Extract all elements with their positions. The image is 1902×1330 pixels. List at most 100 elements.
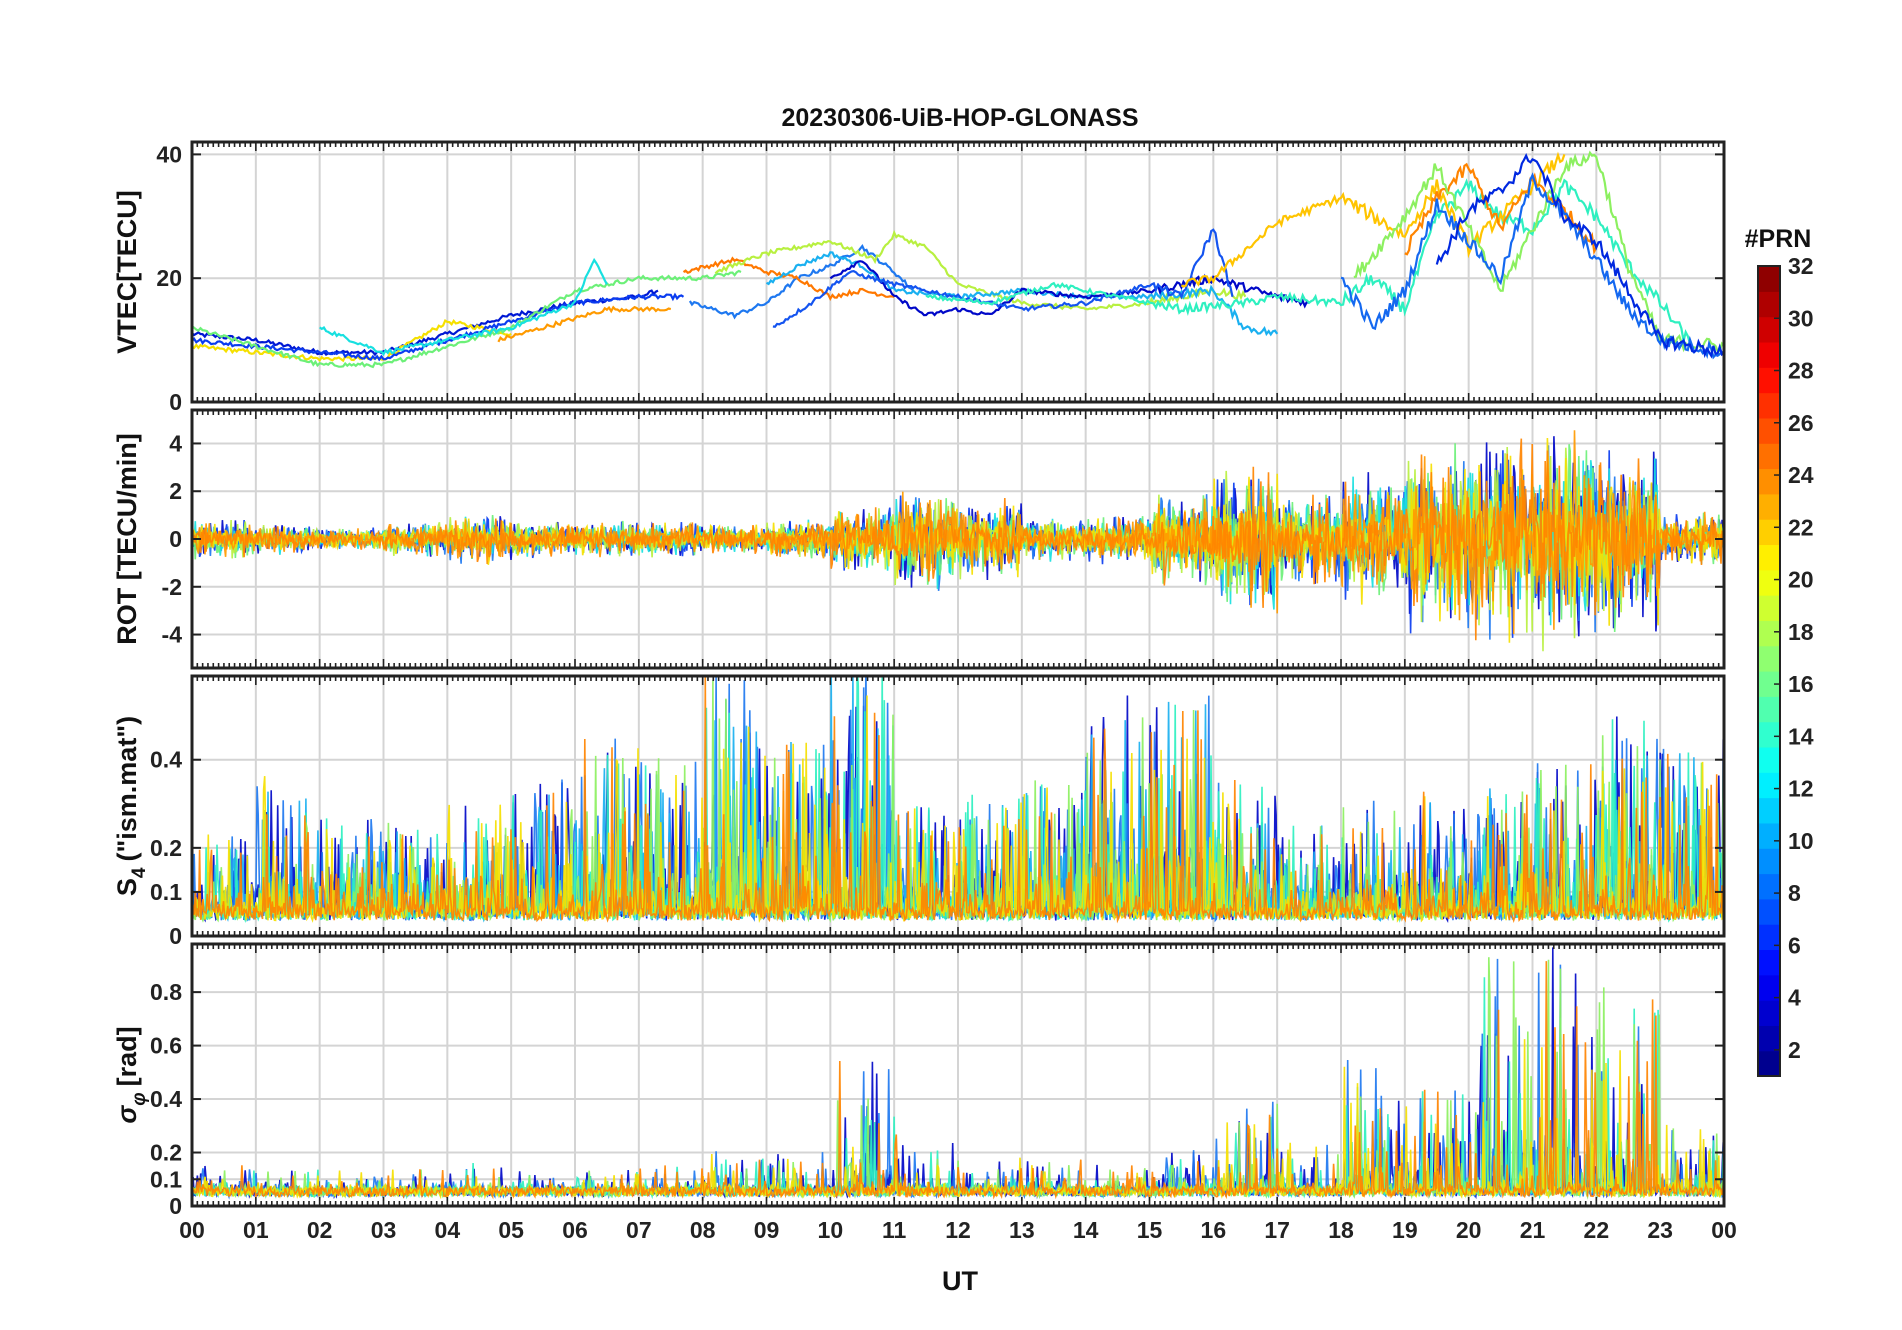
sigma-y-tick-label: 0.2 [150, 1140, 182, 1166]
vtec-line-prn-16 [192, 269, 742, 369]
rot-y-tick-label: -2 [162, 574, 182, 600]
sigma-y-tick-label: 0.1 [150, 1166, 182, 1192]
colorbar-tick-label: 18 [1788, 619, 1814, 645]
s4-line-prn-21 [192, 695, 1724, 924]
colorbar-tick-label: 30 [1788, 305, 1814, 331]
colorbar-band [1758, 1000, 1780, 1026]
vtec-line-prn-7 [772, 228, 1234, 328]
x-tick-label: 11 [882, 1217, 907, 1243]
colorbar-band [1758, 949, 1780, 976]
rot-series-group [192, 430, 1724, 652]
colorbar-band [1758, 266, 1780, 292]
vtec-y-axis-label: VTEC[TECU] [112, 190, 142, 354]
colorbar-band [1758, 544, 1780, 571]
sigma-y-axis-label: σφ[rad] [112, 1026, 150, 1123]
vtec-line-prn-18 [714, 229, 1247, 311]
vtec-line-prn-22 [1180, 151, 1566, 288]
sigma-line-prn-24 [192, 961, 1724, 1200]
colorbar-band [1758, 848, 1780, 875]
x-tick-label: 21 [1520, 1217, 1546, 1243]
x-tick-label: 06 [562, 1217, 588, 1243]
colorbar-band [1758, 519, 1780, 546]
vtec-y-tick-label: 0 [169, 389, 182, 415]
x-tick-label: 18 [1328, 1217, 1354, 1243]
x-tick-label: 13 [1009, 1217, 1035, 1243]
colorbar-tick-label: 10 [1788, 828, 1814, 854]
x-tick-label: 01 [243, 1217, 269, 1243]
vtec-line-prn-25 [682, 256, 895, 302]
colorbar-band [1758, 1025, 1780, 1052]
colorbar-tick-label: 8 [1788, 880, 1801, 906]
vtec-line-prn-4 [1435, 153, 1724, 359]
colorbar-band [1758, 417, 1780, 444]
x-tick-label: 14 [1073, 1217, 1099, 1243]
s4-y-tick-label: 0.1 [150, 879, 182, 905]
colorbar-tick-label: 22 [1788, 514, 1814, 540]
x-tick-label: 17 [1264, 1217, 1290, 1243]
sigma-y-tick-label: 0.6 [150, 1033, 182, 1059]
colorbar-band [1758, 721, 1780, 748]
vtec-line-prn-24 [1404, 162, 1598, 256]
x-tick-label: 10 [818, 1217, 844, 1243]
colorbar-tick-label: 24 [1788, 462, 1814, 488]
s4-y-tick-label: 0 [169, 923, 182, 949]
x-axis-label: UT [942, 1266, 978, 1296]
vtec-line-prn-8 [1340, 172, 1724, 360]
sigma-series-group [192, 947, 1724, 1200]
colorbar-band [1758, 569, 1780, 596]
sigma-y-tick-label: 0 [169, 1193, 182, 1219]
colorbar-band [1758, 696, 1780, 723]
colorbar-tick-label: 26 [1788, 410, 1814, 436]
colorbar-tick-label: 2 [1788, 1037, 1801, 1063]
rot-y-tick-label: 4 [169, 430, 182, 456]
x-tick-label: 20 [1456, 1217, 1482, 1243]
colorbar-band [1758, 468, 1780, 495]
sigma-y-tick-label: 0.4 [150, 1086, 182, 1112]
s4-y-tick-label: 0.4 [150, 747, 182, 773]
panel-s4: 0 0.1 0.2 0.4S4("ism.mat") [112, 674, 1726, 949]
colorbar-band [1758, 873, 1780, 900]
vtec-y-tick-label: 40 [156, 141, 182, 167]
colorbar-band [1758, 392, 1780, 419]
x-tick-label: 00 [1711, 1217, 1737, 1243]
rot-line-prn-24 [192, 438, 1724, 641]
panel-rot: -4 -2 0 2 4 ROT [TECU/min] [112, 408, 1726, 670]
rot-y-tick-label: 2 [169, 478, 182, 504]
x-tick-label: 12 [945, 1217, 971, 1243]
x-tick-label: 09 [754, 1217, 780, 1243]
s4-y-axis-label: S4("ism.mat") [112, 716, 150, 896]
x-tick-label: 04 [435, 1217, 461, 1243]
vtec-y-tick-label: 20 [156, 265, 182, 291]
colorbar-band [1758, 772, 1780, 799]
vtec-line-prn-21 [192, 318, 512, 363]
vtec-line-prn-2 [829, 260, 1310, 317]
rot-y-tick-label: 0 [169, 526, 182, 552]
colorbar-band [1758, 341, 1780, 368]
s4-y-tick-label: 0.2 [150, 835, 182, 861]
colorbar-tick-label: 6 [1788, 932, 1801, 958]
colorbar-tick-label: 20 [1788, 567, 1814, 593]
chart-title: 20230306-UiB-HOP-GLONASS [781, 104, 1138, 132]
colorbar-label: #PRN [1745, 225, 1812, 253]
panel-vtec: 0 20 40 VTEC[TECU] [112, 140, 1726, 415]
x-tick-label: 00 [179, 1217, 205, 1243]
colorbar-band [1758, 671, 1780, 697]
x-tick-label: 23 [1647, 1217, 1673, 1243]
colorbar-tick-label: 12 [1788, 776, 1814, 802]
colorbar-band [1758, 797, 1780, 824]
colorbar-tick-label: 28 [1788, 358, 1814, 384]
sigma-y-tick-label: 0.8 [150, 979, 182, 1005]
s4-line-prn-24 [192, 677, 1724, 924]
vtec-line-prn-5 [192, 292, 685, 362]
colorbar-band [1758, 595, 1780, 621]
x-tick-label: 15 [1137, 1217, 1163, 1243]
s4-series-group [192, 676, 1724, 924]
colorbar-band [1758, 974, 1780, 1001]
colorbar-band [1758, 443, 1780, 470]
vtec-line-prn-13 [319, 257, 608, 357]
panel-sigma: 00.10.2 0.4 0.6 0.8σφ[rad] 00 01 02 03 04 05 06 07 0… [112, 942, 1737, 1243]
colorbar-tick-label: 32 [1788, 253, 1814, 279]
rot-y-tick-label: -4 [162, 622, 183, 648]
